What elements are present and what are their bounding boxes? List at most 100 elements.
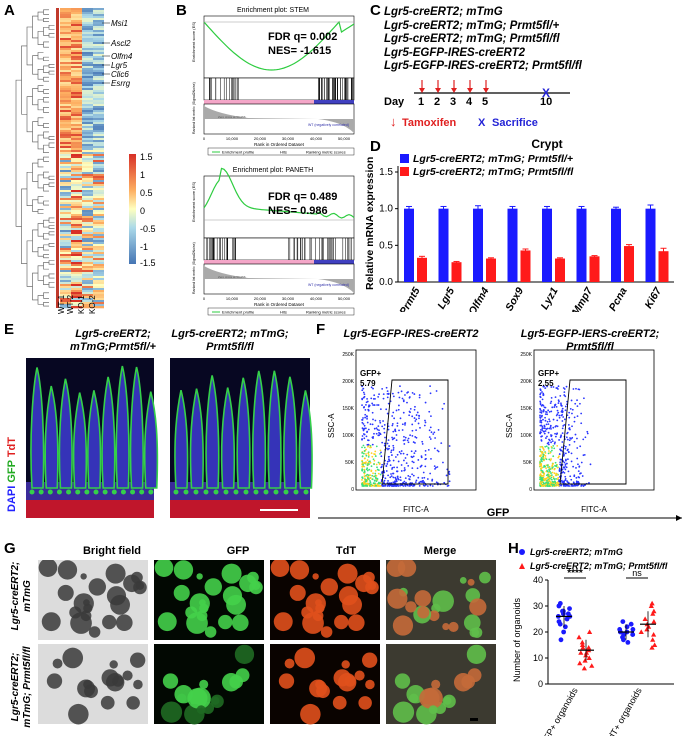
flow-event: [579, 472, 581, 475]
heatmap-cell: [60, 192, 71, 195]
heatmap-cell: [82, 128, 93, 131]
heatmap-cell: [93, 34, 104, 37]
flow-event: [414, 442, 416, 444]
gsea-rank-bar-pos: [204, 100, 314, 104]
flow-event: [392, 430, 395, 433]
heatmap-cell: [93, 52, 104, 55]
flow-event: [379, 473, 382, 476]
flow-event: [369, 479, 371, 482]
flow-event: [553, 442, 556, 445]
flow-event: [385, 470, 388, 472]
gsea-title: Enrichment plot: PANETH: [233, 167, 313, 174]
gfp-gate: [559, 379, 627, 485]
heatmap-cell: [82, 28, 93, 31]
y-tick-label: 0: [538, 679, 543, 689]
flow-event: [424, 458, 427, 461]
data-point: [649, 600, 655, 606]
flow-event: [540, 458, 542, 461]
heatmap-cell: [60, 232, 71, 235]
bar: [542, 208, 552, 282]
panel-label-d: D: [370, 138, 381, 155]
flow-event: [580, 412, 583, 415]
heatmap-cell: [60, 304, 71, 307]
gsea-legend-item: Ranking metric scores: [306, 150, 346, 155]
heatmap-cell: [82, 270, 93, 273]
flow-event: [361, 427, 364, 430]
flow-event: [403, 467, 406, 469]
heatmap-cell: [93, 214, 104, 217]
heatmap-cell: [82, 154, 93, 157]
x-tick-label: Mmp7: [570, 285, 596, 312]
flow-event: [399, 476, 402, 479]
flow-event: [566, 431, 569, 434]
heatmap-cell: [93, 122, 104, 125]
heatmap-cell: [82, 144, 93, 147]
heatmap-cell: [93, 230, 104, 233]
heatmap-cell: [82, 124, 93, 127]
flow-event: [385, 465, 388, 468]
flow-event: [395, 439, 398, 442]
flow-event: [561, 446, 563, 449]
flow-event: [377, 472, 380, 475]
organoid: [231, 614, 249, 632]
flow-event: [403, 480, 406, 483]
flow-event: [560, 414, 563, 417]
heatmap-cell: [82, 42, 93, 45]
heatmap-cell: [60, 262, 71, 265]
flow-event: [542, 459, 545, 462]
organoid: [459, 577, 467, 584]
flow-event: [540, 415, 543, 418]
heatmap-cell: [60, 106, 71, 109]
heatmap-cell: [93, 110, 104, 113]
heatmap-cell: [60, 152, 71, 155]
heatmap-cell: [82, 174, 93, 177]
heatmap-cell: [93, 270, 104, 273]
heatmap-cell: [71, 78, 82, 81]
flow-event: [391, 468, 393, 470]
gsea-xtick: 0: [203, 136, 206, 141]
heatmap-cell: [60, 8, 71, 11]
scale-tick: 1.5: [140, 152, 153, 162]
x-category-label: TdT+ organoids: [603, 686, 644, 736]
bar: [417, 257, 427, 282]
flow-event: [370, 397, 373, 400]
flow-event: [546, 385, 548, 388]
flow-event: [420, 455, 423, 458]
flow-event: [557, 456, 560, 459]
flow-event: [392, 472, 394, 475]
heatmap-cell: [82, 188, 93, 191]
gsea-xlabel: Rank in Ordered Dataset: [254, 302, 305, 307]
flow-event: [391, 436, 393, 439]
heatmap-cell: [93, 198, 104, 201]
heatmap-cell: [93, 132, 104, 135]
flow-event: [366, 485, 369, 487]
scale-tick: 0: [140, 206, 145, 216]
heatmap-cell: [82, 294, 93, 297]
flow-event: [424, 450, 427, 452]
heatmap-cell: [71, 192, 82, 195]
flow-event: [540, 457, 543, 459]
heatmap-cell: [82, 272, 93, 275]
flow-event: [363, 480, 366, 483]
heatmap-cell: [82, 180, 93, 183]
heatmap-cell: [82, 88, 93, 91]
flow-event: [362, 391, 365, 394]
heatmap-cell: [71, 220, 82, 223]
row-annotation-strip: [56, 8, 59, 308]
heatmap-cell: [60, 240, 71, 243]
gsea-legend-item: Enrichment profile: [222, 150, 255, 155]
flow-event: [545, 458, 548, 461]
villus: [220, 387, 236, 489]
heatmap-cell: [60, 270, 71, 273]
heatmap-cell: [71, 110, 82, 113]
flow-event: [582, 485, 585, 487]
flow-event: [434, 437, 437, 439]
crypt-gfp: [139, 489, 145, 495]
flow-event: [391, 415, 394, 417]
heatmap-cell: [93, 106, 104, 109]
heatmap-cell: [60, 290, 71, 293]
flow-event: [375, 474, 378, 477]
mouse-line: Lgr5-EGFP-IRES-creERT2; Prmt5fl/fl: [384, 60, 582, 72]
heatmap-cell: [82, 264, 93, 267]
